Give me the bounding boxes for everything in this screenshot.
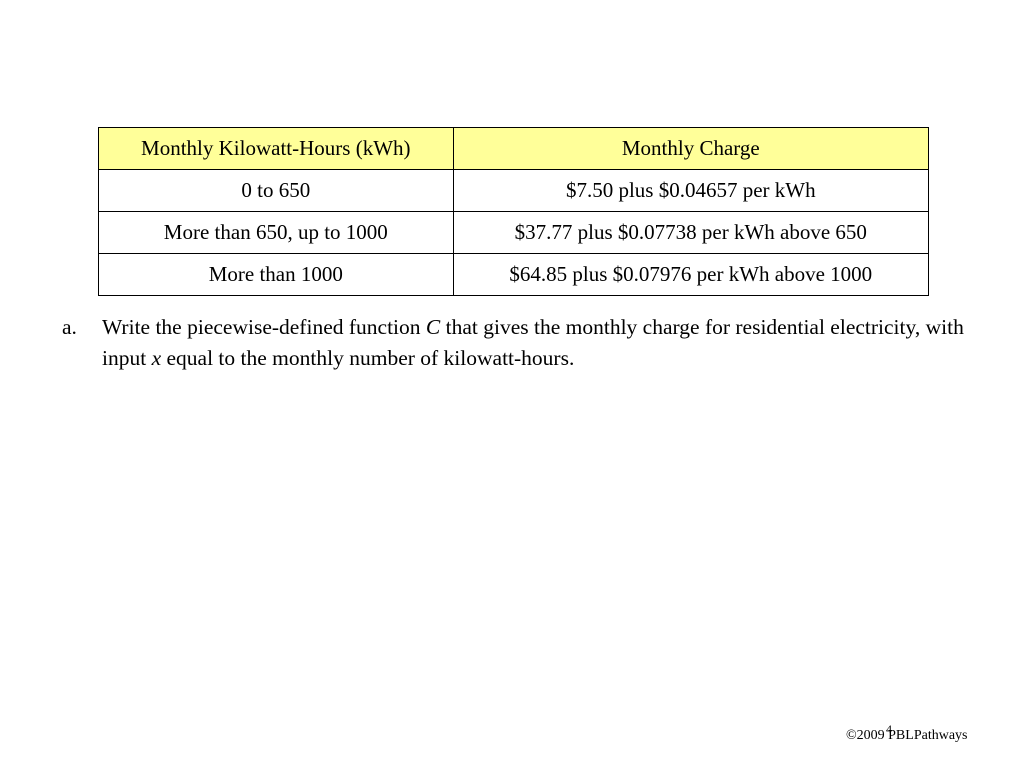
question-marker: a. [62, 315, 77, 339]
table-cell-charge: $64.85 plus $0.07976 per kWh above 1000 [452, 253, 930, 296]
table-cell-charge: $7.50 plus $0.04657 per kWh [452, 169, 930, 212]
page-number: 4 [886, 722, 892, 736]
question-text: Write the piecewise-defined function C t… [102, 312, 982, 374]
question-text-part: that gives the monthly charge for reside… [102, 315, 964, 370]
table-cell-kwh-range: More than 1000 [98, 253, 454, 296]
footer: ©2009 PBLPathways 4 [846, 722, 968, 744]
header-kwh: Monthly Kilowatt-Hours (kWh) [98, 127, 454, 170]
question-a: a. Write the piecewise-defined function … [62, 312, 982, 374]
table-cell-kwh-range: 0 to 650 [98, 169, 454, 212]
variable-x: x [151, 346, 162, 370]
question-text-part: equal to the monthly number of kilowatt-… [161, 346, 575, 370]
question-text-part: Write the piecewise-defined function [102, 315, 426, 339]
table-row: More than 650, up to 1000 $37.77 plus $0… [98, 211, 930, 254]
table-cell-charge: $37.77 plus $0.07738 per kWh above 650 [452, 211, 930, 254]
table-header-row: Monthly Kilowatt-Hours (kWh) Monthly Cha… [98, 127, 930, 170]
variable-c: C [425, 315, 441, 339]
header-monthly-charge: Monthly Charge [452, 127, 930, 170]
table-row: More than 1000 $64.85 plus $0.07976 per … [98, 253, 930, 296]
rate-table: Monthly Kilowatt-Hours (kWh) Monthly Cha… [98, 127, 930, 296]
table-row: 0 to 650 $7.50 plus $0.04657 per kWh [98, 169, 930, 212]
copyright-text: ©2009 PBLPathways [846, 728, 968, 743]
table-cell-kwh-range: More than 650, up to 1000 [98, 211, 454, 254]
